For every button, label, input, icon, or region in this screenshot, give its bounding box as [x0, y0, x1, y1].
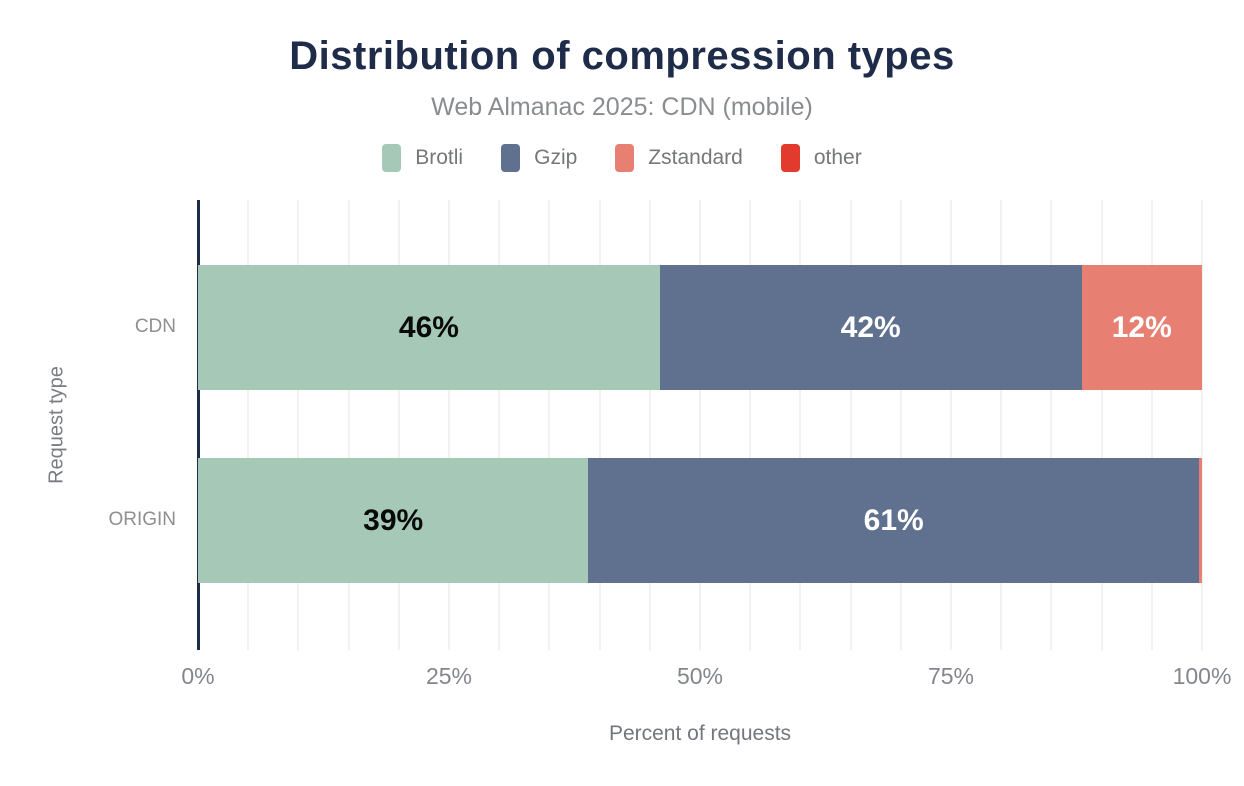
gridline: [297, 200, 300, 650]
gridline: [347, 200, 350, 650]
gridline: [1201, 200, 1203, 650]
x-tick-50: 50%: [676, 663, 724, 689]
legend-label: Zstandard: [648, 146, 743, 169]
y-axis-line: [197, 200, 200, 650]
gridline: [1150, 200, 1153, 650]
legend-label: Gzip: [534, 146, 578, 169]
category-label-origin: ORIGIN: [108, 509, 176, 530]
legend-item-gzip[interactable]: Gzip: [501, 144, 577, 172]
gridline: [247, 200, 250, 650]
y-axis-title: Request type: [45, 366, 68, 484]
legend-swatch-icon: [382, 144, 402, 172]
segment-origin-gzip[interactable]: 61%: [588, 458, 1200, 583]
x-tick-75: 75%: [927, 663, 975, 689]
legend-swatch-icon: [615, 144, 635, 172]
gridline: [749, 200, 752, 650]
legend-label: Brotli: [415, 146, 464, 169]
gridline: [648, 200, 651, 650]
x-tick-100: 100%: [1172, 663, 1232, 689]
category-label-cdn: CDN: [134, 316, 176, 337]
gridline: [899, 200, 902, 650]
gridline: [950, 200, 952, 650]
gridline: [699, 200, 701, 650]
gridline: [799, 200, 802, 650]
plot-area: 46% 42% 12% 39% 61%: [197, 200, 1203, 650]
segment-cdn-zstandard[interactable]: 12%: [1081, 265, 1202, 390]
segment-value-label: 42%: [840, 310, 901, 344]
segment-origin-zstandard[interactable]: [1199, 458, 1202, 583]
gridline: [1100, 200, 1103, 650]
segment-cdn-gzip[interactable]: 42%: [659, 265, 1082, 390]
gridline: [849, 200, 852, 650]
legend-item-brotli[interactable]: Brotli: [382, 144, 463, 172]
gridline: [397, 200, 400, 650]
x-tick-25: 25%: [425, 663, 473, 689]
bar-origin: 39% 61%: [198, 458, 1202, 583]
legend: Brotli Gzip Zstandard other: [0, 144, 1244, 172]
segment-cdn-brotli[interactable]: 46%: [198, 265, 660, 390]
x-axis-title: Percent of requests: [608, 722, 792, 745]
chart-title: Distribution of compression types: [289, 34, 955, 78]
segment-value-label: 46%: [398, 310, 459, 344]
gridline: [598, 200, 601, 650]
segment-origin-brotli[interactable]: 39%: [198, 458, 589, 583]
legend-swatch-icon: [780, 144, 800, 172]
legend-label: other: [813, 146, 862, 169]
gridline: [1000, 200, 1003, 650]
chart-subtitle: Web Almanac 2025: CDN (mobile): [431, 93, 813, 121]
legend-item-other[interactable]: other: [780, 144, 862, 172]
segment-value-label: 39%: [363, 503, 424, 537]
gridline: [548, 200, 551, 650]
gridline: [1050, 200, 1053, 650]
segment-value-label: 61%: [863, 503, 924, 537]
legend-swatch-icon: [501, 144, 521, 172]
segment-value-label: 12%: [1111, 310, 1172, 344]
legend-item-zstandard[interactable]: Zstandard: [615, 144, 743, 172]
x-tick-0: 0%: [181, 663, 215, 689]
gridline: [448, 200, 450, 650]
gridline: [498, 200, 501, 650]
bar-cdn: 46% 42% 12%: [198, 265, 1202, 390]
